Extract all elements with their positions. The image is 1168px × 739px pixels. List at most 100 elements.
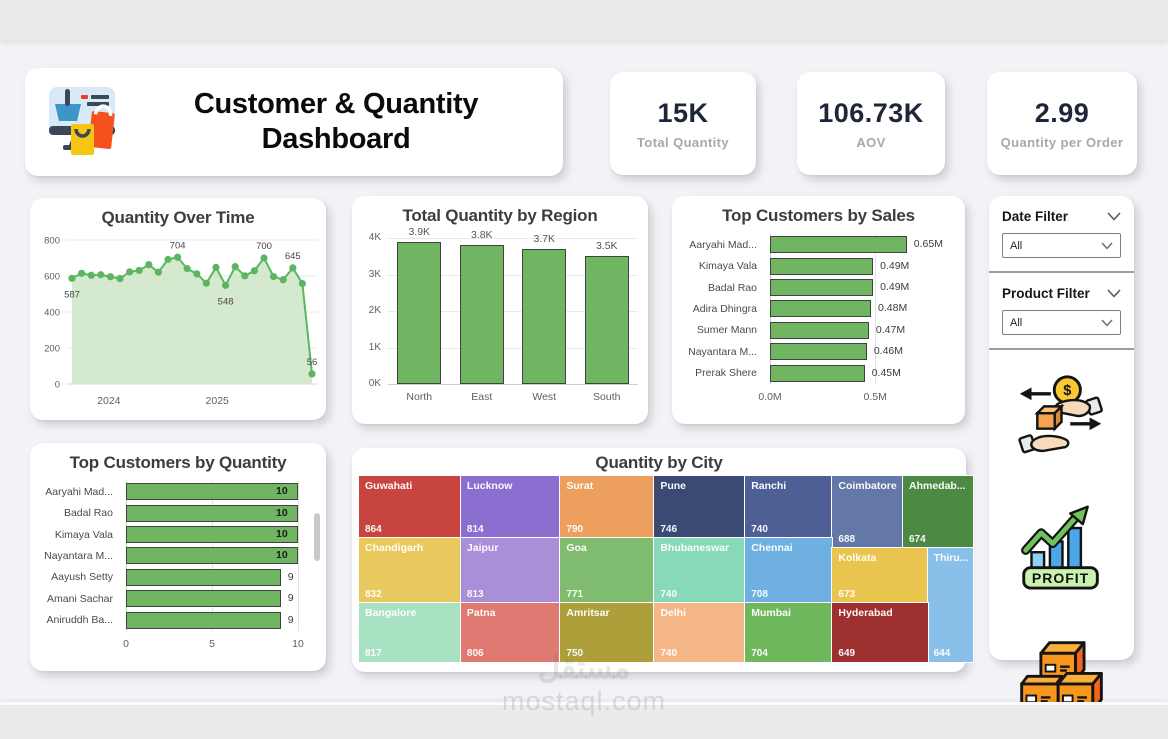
- bar[interactable]: [397, 241, 442, 384]
- bar[interactable]: [770, 364, 865, 382]
- data-point[interactable]: [308, 370, 316, 378]
- treemap-tile[interactable]: Mumbai 704: [745, 603, 833, 662]
- data-point[interactable]: [183, 265, 191, 273]
- treemap-tile[interactable]: Bangalore 817: [359, 603, 461, 662]
- x-axis-tick-label: 10: [292, 638, 304, 650]
- bar[interactable]: [126, 526, 298, 544]
- bar[interactable]: [770, 321, 869, 339]
- bar-value-label: 0.45M: [871, 366, 901, 379]
- treemap-tile[interactable]: Amritsar 750: [560, 603, 655, 662]
- bar-row: Adira Dhingra 0.48M: [680, 298, 951, 319]
- chevron-down-icon[interactable]: [1107, 289, 1121, 298]
- treemap-tile[interactable]: Goa 771: [560, 538, 655, 604]
- bar-row: Aniruddh Ba... 9: [38, 610, 298, 631]
- decorative-icon-stack: $: [989, 350, 1134, 718]
- treemap-tile[interactable]: Delhi 740: [654, 603, 746, 662]
- data-point[interactable]: [174, 253, 182, 261]
- filter-sidebar: Date Filter All Product Filter All: [989, 196, 1134, 713]
- treemap-tile[interactable]: Ranchi 740: [745, 476, 833, 539]
- bar[interactable]: [126, 483, 298, 501]
- tile-name: Bhubaneswar: [660, 542, 730, 555]
- tile-value: 864: [365, 524, 382, 536]
- bar[interactable]: [126, 504, 298, 522]
- data-point[interactable]: [222, 281, 230, 289]
- tile-name: Hyderabad: [838, 607, 893, 620]
- data-point[interactable]: [87, 271, 95, 279]
- data-point[interactable]: [241, 272, 249, 280]
- treemap-tile[interactable]: Guwahati 864: [359, 476, 461, 539]
- x-axis-tick-label: 2025: [206, 395, 230, 407]
- data-point[interactable]: [135, 266, 143, 275]
- data-point[interactable]: [145, 261, 153, 269]
- treemap-tile[interactable]: Surat 790: [560, 476, 655, 539]
- bar[interactable]: [770, 343, 867, 361]
- category-label: North: [406, 391, 433, 403]
- treemap-tile[interactable]: Thiru... 644: [927, 548, 973, 662]
- bar[interactable]: [126, 611, 281, 629]
- page-title: Customer & Quantity Dashboard: [193, 88, 479, 155]
- tile-name: Delhi: [660, 607, 686, 620]
- shopping-dashboard-icon: [43, 82, 127, 162]
- data-point[interactable]: [260, 254, 268, 262]
- data-point[interactable]: [116, 274, 124, 283]
- data-point[interactable]: [97, 271, 105, 279]
- treemap-tile[interactable]: Chandigarh 832: [359, 538, 461, 604]
- bar[interactable]: [770, 279, 874, 297]
- tile-value: 740: [751, 524, 768, 536]
- data-point[interactable]: [202, 279, 210, 287]
- bar[interactable]: [770, 236, 907, 254]
- grid-line: [388, 347, 638, 349]
- data-point[interactable]: [231, 263, 239, 271]
- data-point[interactable]: [106, 273, 114, 281]
- treemap-tile[interactable]: Hyderabad 649: [832, 603, 928, 662]
- data-point[interactable]: [164, 255, 172, 264]
- data-point[interactable]: [212, 263, 220, 271]
- bar-value-label: 10: [276, 485, 288, 498]
- data-point[interactable]: [279, 276, 287, 284]
- bar[interactable]: [126, 568, 281, 586]
- date-filter-select[interactable]: All: [1002, 233, 1121, 258]
- treemap-tile[interactable]: Patna 806: [460, 603, 561, 662]
- treemap-tile[interactable]: Ahmedab... 674: [903, 476, 973, 549]
- bar-zone: 10: [126, 504, 298, 522]
- bar[interactable]: [522, 248, 567, 384]
- treemap-tile[interactable]: Jaipur 813: [460, 538, 561, 604]
- tile-value: 746: [660, 524, 678, 536]
- bar-row: Nayantara M... 0.46M: [680, 341, 951, 362]
- bar-value-label: 0.48M: [878, 302, 908, 315]
- data-point[interactable]: [193, 270, 201, 278]
- data-point[interactable]: [250, 267, 258, 275]
- treemap-tile[interactable]: Coimbatore 688: [832, 476, 903, 549]
- bar[interactable]: [584, 256, 629, 384]
- kpi-label: Quantity per Order: [1000, 134, 1124, 150]
- treemap-tile[interactable]: Kolkata 673: [832, 548, 928, 604]
- data-point[interactable]: [154, 268, 162, 276]
- grid-line: [388, 311, 638, 312]
- bar[interactable]: [770, 300, 872, 318]
- date-filter-value: All: [1010, 239, 1023, 252]
- data-point[interactable]: [126, 268, 134, 276]
- data-point[interactable]: [289, 264, 297, 272]
- treemap-tile[interactable]: Chennai 708: [745, 538, 833, 604]
- bar-zone: 9: [126, 568, 298, 586]
- treemap-tile[interactable]: Lucknow 814: [460, 476, 561, 539]
- bar[interactable]: [770, 257, 874, 275]
- product-filter-select[interactable]: All: [1002, 310, 1121, 335]
- y-axis-tick-label: 600: [44, 272, 60, 283]
- bar[interactable]: [126, 547, 298, 565]
- x-axis-tick-label: 2024: [97, 395, 121, 407]
- category-label: Kimaya Vala: [54, 528, 113, 541]
- kpi-label: AOV: [856, 134, 886, 150]
- data-point[interactable]: [298, 279, 306, 288]
- treemap-tile[interactable]: Bhubaneswar 740: [654, 538, 746, 604]
- category-label: Aayush Setty: [51, 571, 113, 584]
- chevron-down-icon[interactable]: [1107, 212, 1121, 221]
- scrollbar-thumb[interactable]: [314, 513, 320, 561]
- data-point[interactable]: [270, 272, 278, 281]
- treemap-tile[interactable]: Pune 746: [654, 476, 746, 539]
- bar[interactable]: [126, 590, 281, 608]
- data-point[interactable]: [68, 274, 76, 282]
- bar[interactable]: [459, 245, 504, 384]
- data-point[interactable]: [78, 269, 86, 277]
- y-axis-tick-label: 0K: [368, 378, 381, 389]
